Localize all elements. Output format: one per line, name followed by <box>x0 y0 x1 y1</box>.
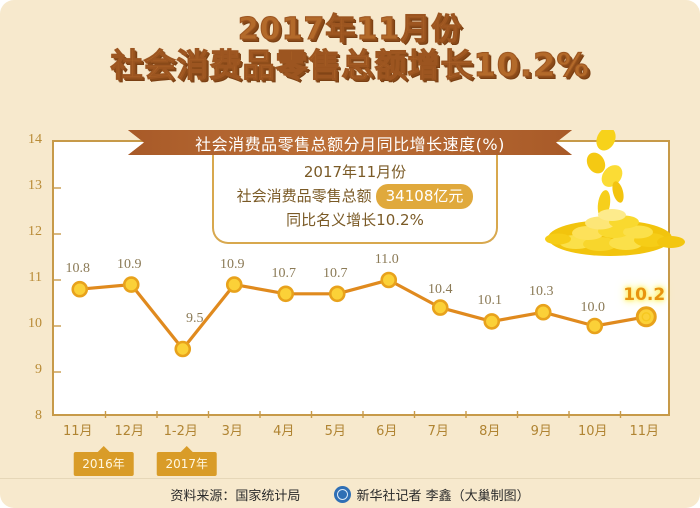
y-axis-tick-label: 10 <box>28 316 42 331</box>
x-axis-tick-label: 10月 <box>577 424 608 439</box>
year-badge: 2017年 <box>156 446 218 476</box>
y-axis-tick-label: 12 <box>28 224 42 239</box>
x-axis-tick-label: 9月 <box>530 424 552 439</box>
x-axis-tick-label: 11月 <box>62 424 93 439</box>
x-axis-tick-label: 1-2月 <box>163 424 198 439</box>
xinhua-logo-icon <box>334 486 352 503</box>
callout-line-2: 社会消费品零售总额 34108亿元 <box>224 183 486 209</box>
x-axis-tick-label: 5月 <box>324 424 346 439</box>
y-axis-tick-label: 11 <box>28 270 42 285</box>
data-label-highlight: 10.2 <box>623 284 666 305</box>
page-title: 2017年11月份 社会消费品零售总额增长10.2% <box>0 12 700 85</box>
footer-source-text: 资料来源：国家统计局 <box>170 489 301 504</box>
x-axis-tick-label: 12月 <box>114 424 145 439</box>
footer-source: 资料来源：国家统计局 <box>170 485 300 504</box>
chart-banner: 社会消费品零售总额分月同比增长速度(%) <box>128 130 572 155</box>
data-label: 10.9 <box>117 256 142 272</box>
x-axis-tick-label: 6月 <box>376 424 398 439</box>
callout-total-pill: 34108亿元 <box>375 183 474 209</box>
data-label: 10.9 <box>220 256 245 272</box>
year-badge: 2016年 <box>73 446 134 476</box>
chart-svg <box>54 187 657 418</box>
data-label: 10.3 <box>529 284 554 300</box>
title-line-2: 社会消费品零售总额增长10.2% <box>110 46 590 85</box>
data-label: 11.0 <box>374 252 399 267</box>
footer-credit: 新华社记者 李鑫（大巢制图） <box>334 485 530 504</box>
footer: 资料来源：国家统计局 新华社记者 李鑫（大巢制图） <box>0 485 700 504</box>
data-label: 9.5 <box>186 311 204 326</box>
summary-callout: 2017年11月份 社会消费品零售总额 34108亿元 同比名义增长10.2% <box>212 155 498 244</box>
callout-line-2-prefix: 社会消费品零售总额 <box>236 187 372 205</box>
gold-coins-icon <box>545 130 685 256</box>
title-line-1: 2017年11月份 <box>237 12 463 47</box>
data-label: 10.8 <box>65 261 91 277</box>
callout-line-3: 同比名义增长10.2% <box>286 211 424 229</box>
callout-line-1: 2017年11月份 <box>303 163 407 181</box>
data-label: 10.4 <box>428 281 453 297</box>
y-axis-tick-label: 13 <box>28 178 42 193</box>
x-axis-tick-label: 8月 <box>479 424 501 439</box>
x-axis-tick-label: 7月 <box>427 424 449 439</box>
x-axis-tick-label: 4月 <box>273 424 295 439</box>
data-label: 10.1 <box>477 293 503 309</box>
footer-credit-text: 新华社记者 李鑫（大巢制图） <box>356 489 530 504</box>
data-label: 10.0 <box>580 300 606 315</box>
y-axis-tick-label: 9 <box>35 362 42 377</box>
y-axis-tick-label: 8 <box>35 408 42 423</box>
y-axis-tick-label: 14 <box>28 132 42 147</box>
data-label: 10.7 <box>271 265 297 281</box>
data-label: 10.7 <box>323 265 348 281</box>
x-axis-tick-label: 3月 <box>221 424 243 439</box>
x-axis-tick-label: 11月 <box>629 424 660 439</box>
footer-divider <box>0 478 700 479</box>
